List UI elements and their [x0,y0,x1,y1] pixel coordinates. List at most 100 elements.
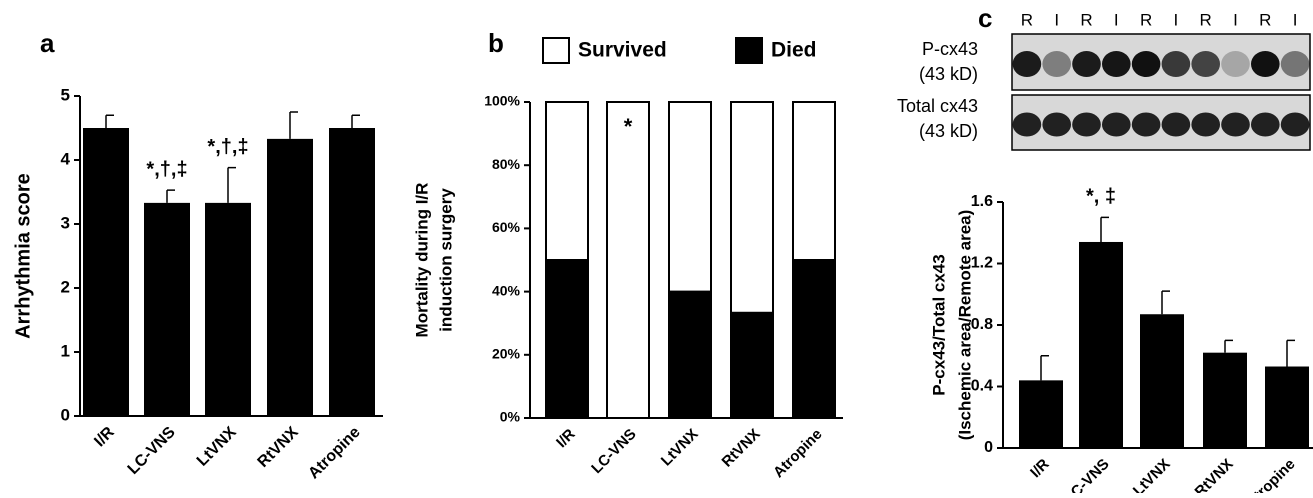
lane-label: I [1054,10,1059,29]
blot-band [1191,51,1220,77]
bar [1079,242,1123,448]
blot-band [1102,113,1131,137]
blot-band [1042,51,1071,77]
blot-band [1251,113,1280,137]
lane-label: I [1114,10,1119,29]
lane-label: I [1293,10,1298,29]
y-tick-label: 3 [61,213,70,232]
blot-label: (43 kD) [919,121,978,141]
x-tick-label: LtVNX [194,424,240,470]
lane-label: R [1080,10,1092,29]
x-tick-label: I/R [91,423,118,450]
bar [1265,367,1309,448]
bar [329,128,375,416]
bar [1203,353,1247,448]
lane-label: I [1233,10,1238,29]
x-tick-label: I/R [1027,455,1053,481]
panel-label: b [488,28,504,58]
y-axis-label: P-cx43/Total cx43 [929,254,948,395]
x-tick-label: LtVNX [1130,456,1174,493]
lane-label: R [1021,10,1033,29]
blot-band [1162,113,1191,137]
lane-label: R [1259,10,1271,29]
bar-segment [669,292,711,418]
bar-segment [546,260,588,418]
x-tick-label: Atropine [305,424,364,483]
y-tick-label: 1 [61,341,70,360]
x-tick-label: LC-VNS [588,426,640,478]
bar-segment [607,102,649,418]
error-bar [1162,291,1170,314]
error-bar [1101,217,1109,242]
error-bar [1225,340,1233,352]
figure: aArrhythmia score012345I/RLC-VNSLtVNXRtV… [0,0,1313,493]
annotation: * [624,114,633,139]
blot-band [1013,113,1042,137]
bar [205,203,251,416]
x-tick-label: RtVNX [1192,456,1237,493]
blot-label: (43 kD) [919,64,978,84]
blot-band [1162,51,1191,77]
error-bar [352,115,360,128]
blot-band [1013,51,1042,77]
bar-segment [731,102,773,313]
bar [144,203,190,416]
y-tick-label: 0 [61,405,70,424]
y-tick-label: 80% [492,156,521,172]
error-bar [228,168,236,203]
error-bar [290,112,298,139]
blot-band [1132,113,1161,137]
bar-segment [793,260,835,418]
bar [1019,380,1063,448]
y-tick-label: 1.6 [971,193,993,210]
blot-band [1042,113,1071,137]
lane-label: R [1140,10,1152,29]
blot-label: P-cx43 [922,39,978,59]
blot-band [1191,113,1220,137]
blot-band [1281,51,1310,77]
blot-band [1102,51,1131,77]
bar-segment [731,313,773,418]
blot-band [1251,51,1280,77]
y-tick-label: 20% [492,346,521,362]
x-tick-label: Atropine [770,426,826,482]
y-tick-label: 0.8 [971,316,993,333]
blot-band [1072,113,1101,137]
error-bar [167,190,175,203]
y-tick-label: 0% [500,409,521,425]
y-tick-label: 40% [492,282,521,298]
y-tick-label: 0.4 [971,378,993,395]
y-tick-label: 100% [484,93,520,109]
blot-band [1221,51,1250,77]
legend-swatch [736,38,762,63]
x-tick-label: RtVNX [255,424,302,471]
bar-segment [669,102,711,292]
y-axis-label: Arrhythmia score [12,173,34,339]
blot-band [1132,51,1161,77]
blot-band [1072,51,1101,77]
error-bar [106,115,114,128]
x-tick-label: I/R [553,425,579,451]
x-tick-label: LC-VNS [125,424,179,478]
y-axis-label: Mortality during I/R [412,183,431,338]
annotation: *,†,‡ [207,136,248,158]
bar [267,139,313,416]
y-axis-label: induction surgery [436,188,455,332]
blot-label: Total cx43 [897,96,978,116]
bar-segment [793,102,835,260]
annotation: *, ‡ [1086,186,1116,208]
blot-band [1281,113,1310,137]
panel-label: c [978,3,992,33]
bar [1140,314,1184,448]
lane-label: R [1200,10,1212,29]
y-tick-label: 2 [61,277,70,296]
legend-label: Survived [578,39,667,62]
lane-label: I [1174,10,1179,29]
x-tick-label: LC-VNS [1061,456,1113,493]
y-tick-label: 4 [61,149,71,168]
annotation: *,†,‡ [146,158,187,180]
y-tick-label: 0 [984,439,993,456]
y-tick-label: 1.2 [971,255,993,272]
y-tick-label: 60% [492,219,521,235]
panel-label: a [40,28,55,58]
